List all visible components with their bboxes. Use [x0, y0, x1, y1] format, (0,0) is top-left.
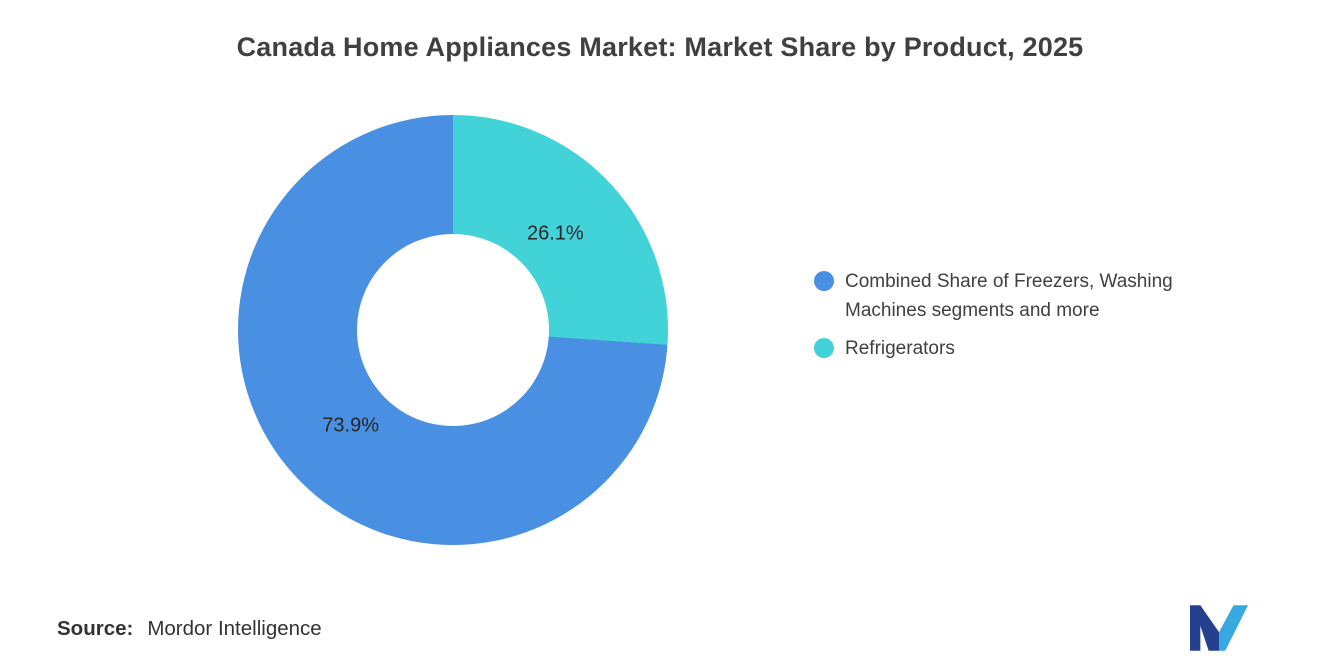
source-label: Source:: [57, 617, 134, 640]
chart-area: 26.1% 73.9% Combined Share of Freezers, W…: [238, 115, 1227, 545]
source-line: Source: Mordor Intelligence: [57, 617, 322, 641]
legend-item-combined-share[interactable]: Combined Share of Freezers, Washing Mach…: [814, 268, 1227, 325]
slice-data-label: 26.1%: [526, 222, 584, 245]
donut-hole: [357, 234, 549, 426]
chart-title: Canada Home Appliances Market: Market Sh…: [236, 32, 1084, 62]
slice-data-label: 73.9%: [322, 414, 379, 436]
legend-item-label: Combined Share of Freezers, Washing Mach…: [845, 271, 1173, 321]
mordor-intelligence-logo: [1190, 605, 1248, 651]
legend-swatch-blue-icon: [814, 271, 834, 292]
legend: Combined Share of Freezers, Washing Mach…: [814, 268, 1227, 364]
legend-swatch-teal-icon: [814, 338, 834, 359]
donut-chart: 26.1% 73.9%: [238, 115, 668, 545]
legend-item-refrigerators[interactable]: Refrigerators: [814, 335, 1227, 364]
legend-item-label: Refrigerators: [845, 338, 955, 360]
source-value: Mordor Intelligence: [147, 617, 322, 640]
